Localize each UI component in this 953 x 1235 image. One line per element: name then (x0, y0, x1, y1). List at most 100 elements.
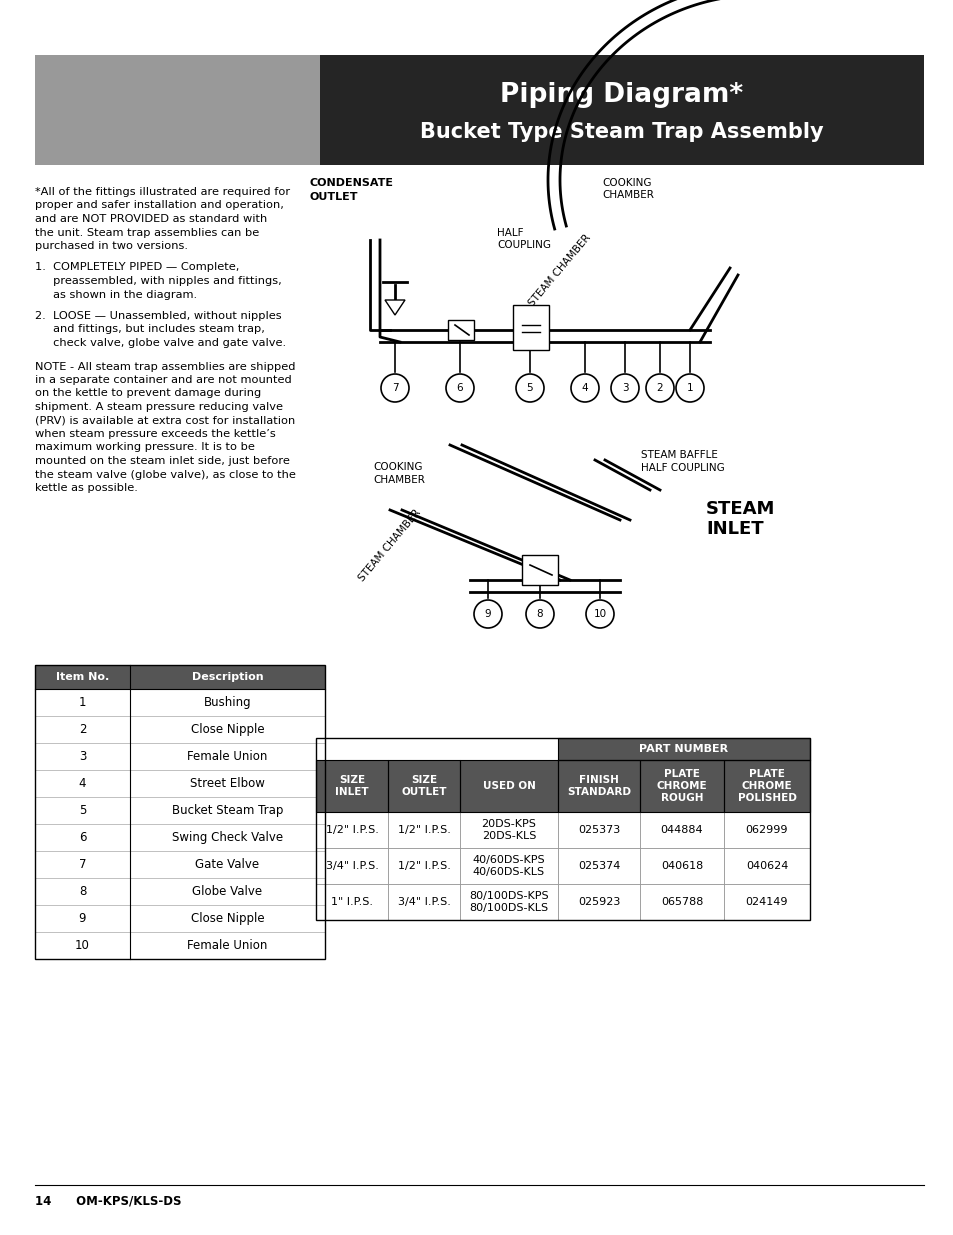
Bar (35, 932, 325, 960)
Bar (35, 56, 319, 165)
Bar (315, 760, 388, 811)
Text: CHROME: CHROME (740, 781, 792, 790)
Bar (723, 884, 809, 920)
Bar (130, 716, 325, 743)
Text: Female Union: Female Union (187, 750, 268, 763)
Text: PLATE: PLATE (663, 769, 700, 779)
Bar (35, 905, 325, 932)
Bar (723, 884, 809, 920)
Bar (388, 848, 459, 884)
Bar (558, 884, 639, 920)
Text: 1.  COMPLETELY PIPED — Complete,: 1. COMPLETELY PIPED — Complete, (35, 263, 239, 273)
Bar (35, 743, 325, 769)
Bar (459, 884, 558, 920)
Bar (723, 760, 809, 811)
Bar (35, 716, 130, 743)
Bar (459, 739, 558, 760)
Bar (130, 905, 325, 932)
Bar (388, 848, 459, 884)
Bar (388, 884, 459, 920)
Text: CONDENSATE: CONDENSATE (310, 178, 394, 188)
Text: on the kettle to prevent damage during: on the kettle to prevent damage during (35, 389, 261, 399)
Text: 10: 10 (75, 939, 90, 952)
Text: 80/100DS-KLS: 80/100DS-KLS (469, 903, 548, 913)
Text: SIZE: SIZE (338, 776, 365, 785)
Text: Piping Diagram*: Piping Diagram* (500, 82, 742, 107)
Bar (558, 739, 809, 760)
Text: mounted on the steam inlet side, just before: mounted on the steam inlet side, just be… (35, 456, 290, 466)
Bar (388, 760, 459, 811)
Text: STEAM CHAMBER: STEAM CHAMBER (356, 508, 422, 583)
Text: 025374: 025374 (578, 861, 619, 871)
Text: preassembled, with nipples and fittings,: preassembled, with nipples and fittings, (35, 275, 281, 287)
Bar (558, 848, 639, 884)
Text: 9: 9 (484, 609, 491, 619)
Bar (35, 878, 325, 905)
Bar (388, 811, 459, 848)
Bar (558, 760, 639, 811)
Text: Description: Description (192, 672, 263, 682)
Text: 10: 10 (593, 609, 606, 619)
Bar (130, 932, 325, 960)
Bar (130, 664, 325, 689)
Bar (315, 739, 388, 760)
Circle shape (525, 600, 554, 629)
Circle shape (571, 374, 598, 403)
Bar (558, 760, 639, 811)
Bar (130, 851, 325, 878)
Text: 7: 7 (79, 858, 86, 871)
Bar (723, 811, 809, 848)
Text: COUPLING: COUPLING (497, 240, 551, 249)
Text: 8: 8 (79, 885, 86, 898)
Text: the steam valve (globe valve), as close to the: the steam valve (globe valve), as close … (35, 469, 295, 479)
Text: 062999: 062999 (745, 825, 787, 835)
Text: the unit. Steam trap assemblies can be: the unit. Steam trap assemblies can be (35, 227, 259, 237)
Bar (35, 797, 325, 824)
Circle shape (585, 600, 614, 629)
Circle shape (610, 374, 639, 403)
Bar (388, 760, 459, 811)
Text: 5: 5 (526, 383, 533, 393)
Bar (639, 848, 723, 884)
Text: purchased in two versions.: purchased in two versions. (35, 241, 188, 251)
Text: USED ON: USED ON (482, 781, 535, 790)
Text: 6: 6 (79, 831, 86, 844)
Text: 025373: 025373 (578, 825, 619, 835)
Bar (35, 769, 130, 797)
Bar (315, 848, 388, 884)
Text: 6: 6 (456, 383, 463, 393)
Bar (315, 884, 388, 920)
Text: 024149: 024149 (745, 897, 787, 906)
Text: POLISHED: POLISHED (737, 793, 796, 803)
Text: 1/2" I.P.S.: 1/2" I.P.S. (325, 825, 378, 835)
Bar (388, 811, 459, 848)
Text: 040618: 040618 (660, 861, 702, 871)
Text: and fittings, but includes steam trap,: and fittings, but includes steam trap, (35, 325, 265, 335)
Circle shape (446, 374, 474, 403)
Bar (315, 739, 809, 920)
Circle shape (676, 374, 703, 403)
Text: (PRV) is available at extra cost for installation: (PRV) is available at extra cost for ins… (35, 415, 294, 426)
Bar (639, 884, 723, 920)
Text: SIZE: SIZE (411, 776, 436, 785)
Text: as shown in the diagram.: as shown in the diagram. (35, 289, 197, 300)
Bar (35, 905, 130, 932)
Text: 1/2" I.P.S.: 1/2" I.P.S. (397, 825, 450, 835)
Text: Female Union: Female Union (187, 939, 268, 952)
Text: 3/4" I.P.S.: 3/4" I.P.S. (325, 861, 378, 871)
Bar (448, 320, 474, 340)
Bar (35, 664, 325, 960)
Text: 1: 1 (686, 383, 693, 393)
Bar (459, 848, 558, 884)
Bar (459, 760, 558, 811)
Circle shape (516, 374, 543, 403)
Text: 4: 4 (581, 383, 588, 393)
Bar (315, 848, 388, 884)
Text: Gate Valve: Gate Valve (195, 858, 259, 871)
Text: in a separate container and are not mounted: in a separate container and are not moun… (35, 375, 292, 385)
Text: COOKING: COOKING (373, 462, 422, 472)
Text: Close Nipple: Close Nipple (191, 911, 264, 925)
Text: 2: 2 (79, 722, 86, 736)
Text: FINISH: FINISH (578, 776, 618, 785)
Text: 80/100DS-KPS: 80/100DS-KPS (469, 890, 548, 902)
